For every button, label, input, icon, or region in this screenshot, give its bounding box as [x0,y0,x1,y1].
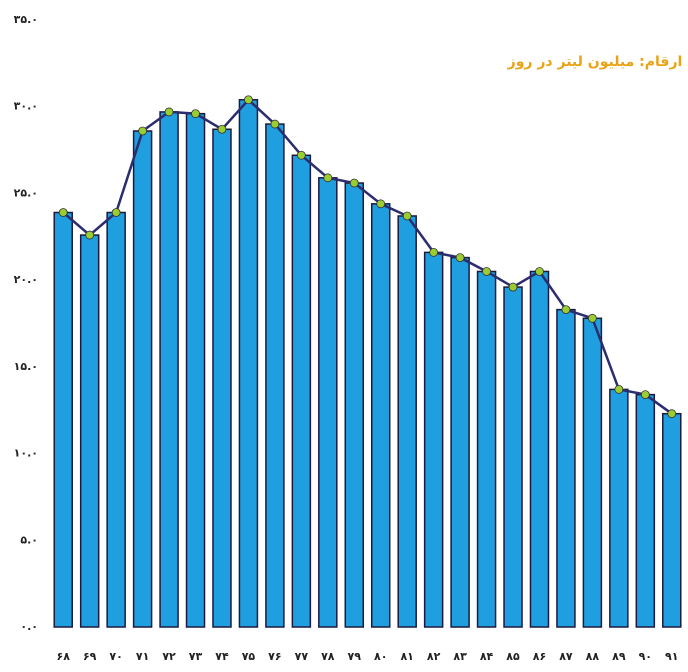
x-tick-label: ۷۰ [109,650,122,663]
y-tick-label: ۲۰.۰ [14,273,38,286]
marker [164,107,174,117]
x-tick-label: ۷۵ [242,650,256,663]
marker [349,178,359,188]
y-tick-label: ۱۰.۰ [14,447,38,460]
marker [429,247,439,257]
marker [640,390,650,400]
marker [191,109,200,119]
bar [79,234,100,628]
annotation: ارقام: میلیون لیتر در روز [507,54,683,70]
marker [455,253,465,262]
marker [482,267,491,276]
bar [450,256,470,628]
bar [582,317,603,628]
bar [132,130,153,628]
x-tick-label: ۷۷ [295,650,309,663]
x-tick-label: ۸۴ [480,650,494,663]
x-tick-label: ۸۶ [533,650,546,663]
bar [53,211,73,628]
bar [318,177,338,628]
bar [185,112,206,628]
x-tick-label: ۸۱ [400,650,413,663]
marker [587,313,597,323]
bar [265,123,285,628]
bar [503,286,523,628]
bar [159,111,179,628]
marker [217,124,227,134]
x-tick-label: ۸۸ [586,650,600,663]
bar [556,308,576,628]
marker [508,282,518,292]
bar [344,182,365,628]
x-tick-label: ۷۲ [162,650,176,663]
bar [662,412,682,628]
y-tick-label: ۳۵.۰ [14,13,38,26]
bar [370,203,391,628]
bar [529,270,550,628]
marker [561,305,571,315]
bar [635,393,656,628]
marker [58,208,68,217]
x-tick-label: ۸۳ [453,650,467,663]
x-tick-label: ۷۶ [268,650,281,663]
x-tick-label: ۷۳ [189,650,203,663]
x-tick-label: ۷۹ [348,650,362,663]
x-tick-label: ۷۸ [321,650,335,663]
x-tick-label: ۶۹ [83,650,97,663]
x-tick-label: ۸۹ [612,650,626,663]
x-tick-label: ۹۰ [639,650,652,663]
y-tick-label: ۰.۰ [20,620,38,633]
bar [238,99,259,628]
x-tick-label: ۷۴ [215,650,229,663]
y-tick-label: ۳۰.۰ [14,100,38,113]
marker [614,385,624,394]
bar [476,270,497,628]
marker [270,119,280,129]
marker [535,267,544,276]
x-tick-label: ۸۲ [427,650,441,663]
x-tick-label: ۹۱ [665,650,678,663]
x-tick-label: ۸۰ [374,650,387,663]
bar [423,251,444,628]
marker [138,126,148,136]
marker [111,208,121,217]
y-tick-label: ۲۵.۰ [14,186,38,199]
marker [376,199,386,209]
x-tick-label: ۶۸ [57,650,71,663]
bar [397,215,417,628]
y-tick-label: ۱۵.۰ [14,360,38,373]
marker [667,409,677,419]
marker [296,150,306,160]
bar [106,211,126,628]
y-tick-label: ۵.۰ [20,533,38,546]
bar [609,388,629,628]
x-tick-label: ۸۵ [506,650,520,663]
bar [212,128,232,628]
marker [244,95,253,105]
line [62,98,673,415]
marker [323,173,333,183]
marker [85,230,95,240]
marker [402,211,412,221]
bar [291,154,312,628]
x-tick-label: ۷۱ [136,650,149,663]
x-tick-label: ۸۷ [559,650,573,663]
